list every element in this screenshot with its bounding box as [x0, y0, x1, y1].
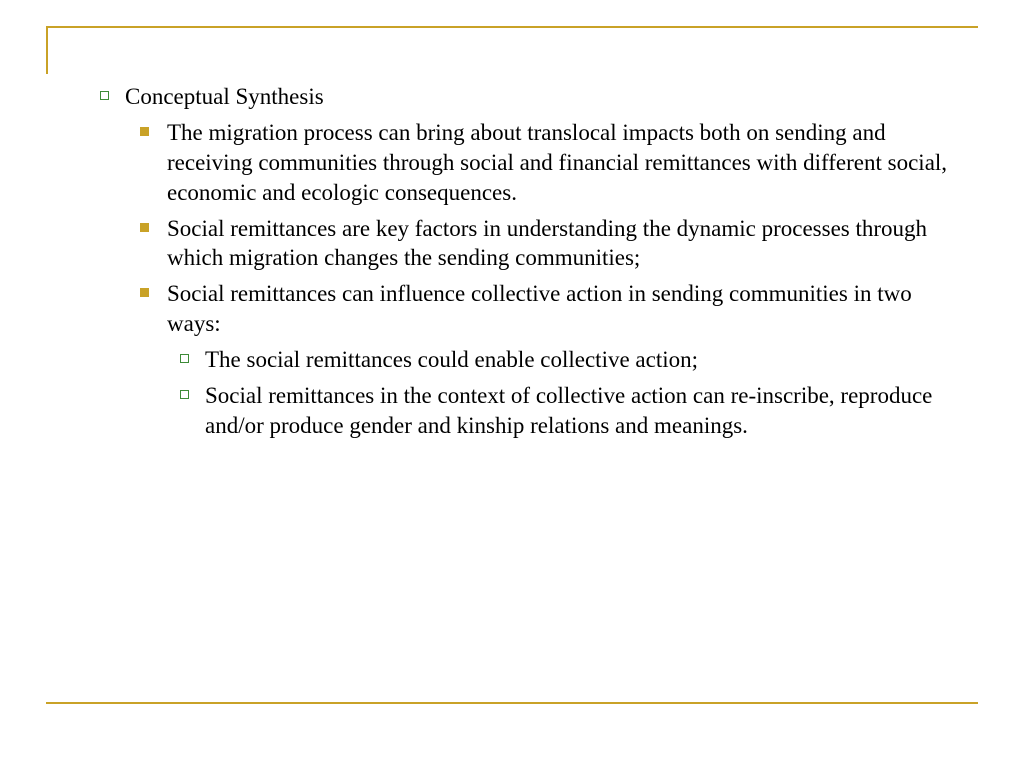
heading-text: Conceptual Synthesis [125, 82, 324, 112]
hollow-square-bullet-icon [100, 91, 109, 100]
body-text: The migration process can bring about tr… [167, 118, 964, 208]
frame-bottom-border [46, 702, 978, 704]
body-text: Social remittances in the context of col… [205, 381, 964, 441]
hollow-square-bullet-icon [180, 390, 189, 399]
hollow-square-bullet-icon [180, 354, 189, 363]
list-item-level1: Conceptual Synthesis [100, 82, 964, 112]
slide-content: Conceptual Synthesis The migration proce… [100, 82, 964, 447]
list-item-level3: The social remittances could enable coll… [180, 345, 964, 375]
list-item-level2: Social remittances can influence collect… [140, 279, 964, 339]
body-text: The social remittances could enable coll… [205, 345, 698, 375]
list-item-level2: Social remittances are key factors in un… [140, 214, 964, 274]
frame-top-border [46, 26, 978, 28]
list-item-level3: Social remittances in the context of col… [180, 381, 964, 441]
body-text: Social remittances are key factors in un… [167, 214, 964, 274]
list-item-level2: The migration process can bring about tr… [140, 118, 964, 208]
solid-square-bullet-icon [140, 288, 149, 297]
frame-left-border [46, 26, 48, 74]
solid-square-bullet-icon [140, 223, 149, 232]
solid-square-bullet-icon [140, 127, 149, 136]
body-text: Social remittances can influence collect… [167, 279, 964, 339]
